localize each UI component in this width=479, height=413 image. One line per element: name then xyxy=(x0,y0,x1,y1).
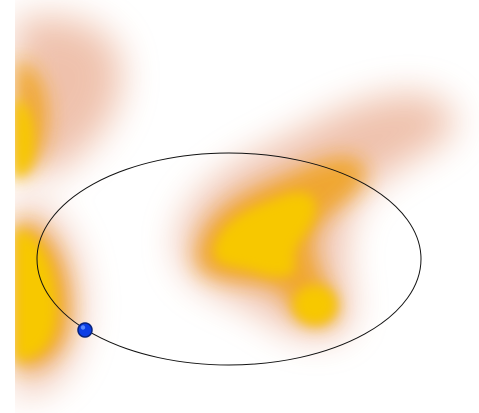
left-margin-strip xyxy=(0,0,15,413)
control-point-handle[interactable] xyxy=(77,322,93,338)
control-point-highlight xyxy=(80,325,86,330)
core-center xyxy=(213,192,316,277)
core-upper-left xyxy=(15,100,35,178)
core-small-blob xyxy=(293,285,337,325)
core-lower-left xyxy=(15,230,57,360)
selection-ellipse[interactable] xyxy=(36,152,422,366)
heat-core-layer xyxy=(15,100,337,360)
